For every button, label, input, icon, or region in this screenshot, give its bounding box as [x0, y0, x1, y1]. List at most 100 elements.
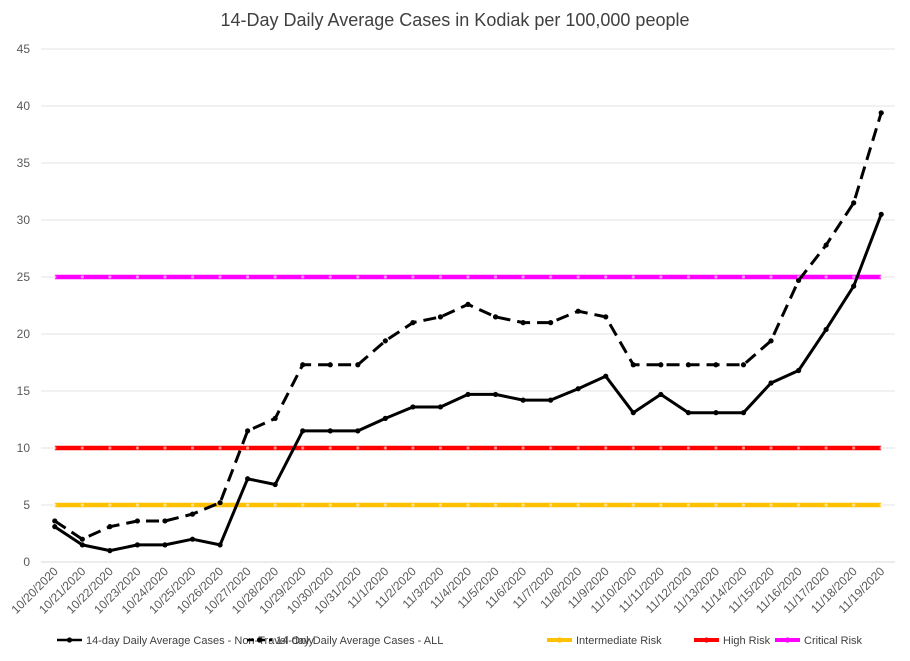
data-point	[714, 503, 718, 507]
data-point	[714, 446, 718, 450]
data-point	[356, 446, 360, 450]
data-point	[189, 536, 196, 542]
data-point	[548, 320, 554, 326]
data-point	[301, 503, 305, 507]
data-point	[493, 503, 498, 507]
data-point	[878, 110, 884, 116]
data-point	[272, 415, 278, 421]
data-point	[411, 503, 415, 507]
data-point	[685, 410, 691, 416]
data-point	[53, 446, 57, 450]
data-point	[135, 275, 140, 279]
data-point	[108, 275, 112, 279]
y-axis-tick-labels: 0 5 10 15 20 25 30 35 40 45	[17, 42, 31, 569]
data-point	[549, 446, 553, 450]
data-point	[603, 373, 609, 379]
data-point	[769, 275, 773, 279]
series-lines	[52, 110, 884, 554]
data-point	[245, 428, 251, 434]
y-tick-label: 35	[17, 156, 31, 170]
data-point	[163, 503, 167, 507]
data-point	[52, 518, 58, 524]
data-point	[107, 548, 113, 554]
legend-label: 14-day Daily Average Cases - Non-Travel …	[86, 635, 315, 647]
data-point	[713, 362, 719, 368]
chart-title: 14-Day Daily Average Cases in Kodiak per…	[221, 10, 690, 30]
y-tick-label: 10	[17, 441, 31, 455]
data-point	[301, 275, 305, 279]
data-point	[604, 446, 608, 450]
data-point	[686, 503, 690, 507]
data-point	[878, 211, 884, 217]
data-point	[246, 503, 250, 507]
data-point	[659, 503, 663, 507]
data-point	[520, 397, 526, 403]
data-point	[576, 503, 580, 507]
data-point	[79, 536, 85, 542]
data-point	[879, 275, 883, 279]
data-point	[80, 446, 84, 450]
data-point	[273, 275, 277, 279]
data-point	[80, 275, 84, 279]
data-point	[246, 446, 250, 450]
data-point	[108, 446, 112, 450]
data-point	[466, 446, 470, 450]
y-tick-label: 20	[17, 327, 31, 341]
data-point	[686, 446, 690, 450]
data-point	[713, 410, 719, 416]
y-tick-label: 30	[17, 213, 31, 227]
data-point	[135, 503, 140, 507]
y-tick-label: 0	[23, 555, 30, 569]
data-point	[272, 481, 278, 488]
data-point	[273, 503, 277, 507]
legend-label: Intermediate Risk	[576, 635, 662, 647]
data-point	[53, 275, 57, 279]
data-point	[383, 446, 387, 450]
data-point	[740, 410, 747, 416]
data-point	[355, 428, 361, 434]
data-point	[135, 446, 140, 450]
data-point	[768, 380, 774, 386]
data-point	[769, 503, 773, 507]
data-point	[438, 275, 443, 279]
data-point	[824, 446, 828, 450]
data-point	[741, 275, 746, 279]
data-point	[824, 275, 828, 279]
data-point	[852, 275, 856, 279]
data-point	[355, 362, 361, 368]
data-point	[549, 503, 553, 507]
data-point	[300, 362, 306, 368]
data-point	[410, 320, 416, 326]
legend-marker	[556, 637, 563, 643]
y-tick-label: 15	[17, 384, 31, 398]
data-point	[520, 320, 526, 326]
data-point	[631, 275, 635, 279]
data-point	[768, 338, 774, 344]
data-point	[410, 404, 416, 410]
data-point	[273, 446, 277, 450]
data-point	[630, 410, 636, 416]
data-point	[879, 446, 883, 450]
data-point	[465, 391, 471, 398]
data-point	[108, 503, 112, 507]
data-point	[658, 391, 664, 398]
data-point	[218, 446, 222, 450]
data-point	[796, 446, 801, 450]
data-point	[437, 404, 444, 410]
data-point	[438, 503, 443, 507]
data-point	[218, 275, 222, 279]
data-point	[548, 397, 554, 403]
data-point	[300, 428, 306, 434]
data-point	[823, 242, 829, 248]
data-point	[686, 275, 690, 279]
data-point	[134, 518, 141, 524]
data-point	[327, 428, 333, 434]
data-point	[824, 503, 828, 507]
data-point	[576, 446, 580, 450]
data-point	[879, 503, 883, 507]
data-point	[796, 503, 801, 507]
data-point	[217, 500, 223, 506]
data-point	[852, 446, 856, 450]
